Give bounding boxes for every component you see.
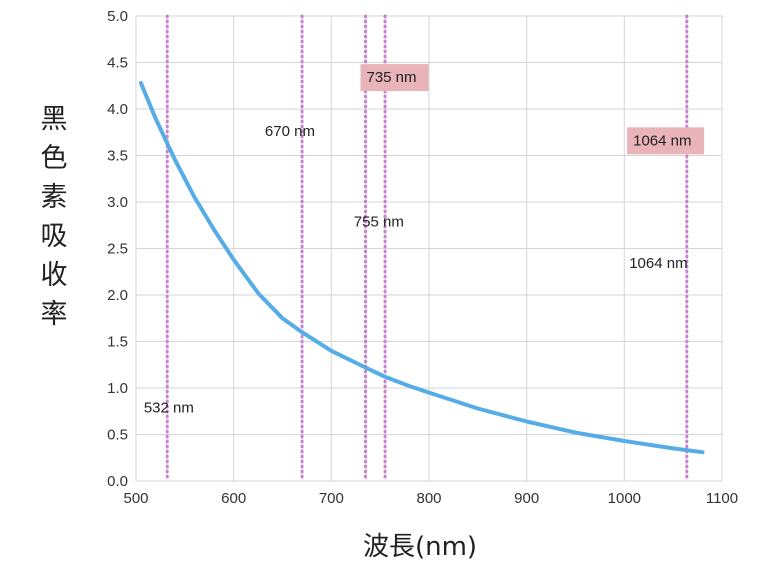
y-axis-label: 黑色素吸收率 <box>34 100 74 334</box>
wavelength-annotation: 670 nm <box>265 123 315 140</box>
x-tick-label: 500 <box>123 490 148 507</box>
y-tick-label: 3.5 <box>107 148 128 165</box>
y-axis-label-char: 吸 <box>40 221 68 252</box>
x-tick-label: 600 <box>221 490 246 507</box>
x-tick-label: 900 <box>514 490 539 507</box>
y-axis-label-char: 色 <box>40 143 68 174</box>
y-axis-label-char: 黑 <box>40 104 68 135</box>
y-tick-label: 0.0 <box>107 473 128 490</box>
y-tick-label: 2.0 <box>107 287 128 304</box>
wavelength-annotation: 1064 nm <box>629 255 687 272</box>
wavelength-annotation: 755 nm <box>354 213 404 230</box>
x-tick-label: 800 <box>416 490 441 507</box>
absorption-curve <box>138 81 705 455</box>
y-tick-label: 3.0 <box>107 194 128 211</box>
wavelength-annotation: 1064 nm <box>633 132 691 149</box>
wavelength-annotation: 532 nm <box>144 399 194 416</box>
y-tick-label: 5.0 <box>107 8 128 25</box>
y-tick-label: 4.0 <box>107 101 128 118</box>
x-tick-label: 1000 <box>608 490 641 507</box>
y-axis-label-char: 收 <box>40 260 68 291</box>
y-axis-label-char: 率 <box>40 299 68 330</box>
x-tick-label: 1100 <box>706 490 738 507</box>
y-tick-label: 0.5 <box>107 427 128 444</box>
y-tick-label: 4.5 <box>107 55 128 72</box>
y-tick-label: 2.5 <box>107 241 128 258</box>
wavelength-annotation: 735 nm <box>366 69 416 86</box>
y-tick-label: 1.0 <box>107 380 128 397</box>
annotation-highlight <box>627 127 705 155</box>
x-tick-label: 700 <box>319 490 344 507</box>
y-axis-label-char: 素 <box>40 182 68 213</box>
annotation-highlight <box>360 64 429 92</box>
y-tick-label: 1.5 <box>107 334 128 351</box>
x-axis-label: 波長(nm) <box>362 532 478 562</box>
